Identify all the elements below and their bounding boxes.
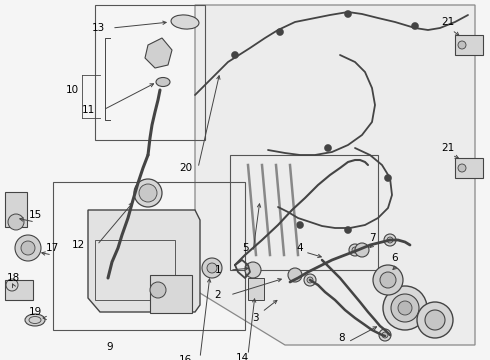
Circle shape bbox=[307, 277, 313, 283]
Text: 18: 18 bbox=[6, 273, 20, 283]
Ellipse shape bbox=[156, 77, 170, 86]
Ellipse shape bbox=[171, 15, 199, 29]
Text: 6: 6 bbox=[392, 253, 398, 263]
Text: 10: 10 bbox=[66, 85, 78, 95]
Text: 15: 15 bbox=[28, 210, 42, 220]
Circle shape bbox=[349, 244, 361, 256]
Polygon shape bbox=[145, 38, 172, 68]
Circle shape bbox=[384, 234, 396, 246]
Bar bbox=[455, 35, 483, 55]
Bar bbox=[230, 155, 378, 270]
Circle shape bbox=[379, 329, 391, 341]
Circle shape bbox=[385, 175, 392, 181]
Circle shape bbox=[324, 144, 332, 152]
Circle shape bbox=[412, 22, 418, 30]
Bar bbox=[455, 158, 483, 178]
Text: 13: 13 bbox=[91, 23, 105, 33]
Polygon shape bbox=[195, 5, 475, 345]
Text: 4: 4 bbox=[296, 243, 303, 253]
Circle shape bbox=[8, 214, 24, 230]
Circle shape bbox=[202, 258, 222, 278]
Text: 14: 14 bbox=[235, 353, 248, 360]
Bar bbox=[150, 275, 192, 313]
Circle shape bbox=[21, 241, 35, 255]
Circle shape bbox=[304, 274, 316, 286]
Circle shape bbox=[344, 10, 351, 18]
Circle shape bbox=[150, 282, 166, 298]
Text: 1: 1 bbox=[215, 265, 221, 275]
Circle shape bbox=[417, 302, 453, 338]
Bar bbox=[5, 280, 33, 300]
Circle shape bbox=[134, 179, 162, 207]
Text: 19: 19 bbox=[28, 307, 42, 317]
Circle shape bbox=[458, 164, 466, 172]
Circle shape bbox=[382, 332, 388, 338]
Text: 5: 5 bbox=[242, 243, 248, 253]
Circle shape bbox=[231, 51, 239, 58]
Circle shape bbox=[352, 247, 358, 253]
Text: 16: 16 bbox=[178, 355, 192, 360]
Text: 3: 3 bbox=[252, 313, 258, 323]
Circle shape bbox=[296, 221, 303, 229]
Circle shape bbox=[391, 294, 419, 322]
Circle shape bbox=[355, 243, 369, 257]
Circle shape bbox=[139, 184, 157, 202]
Circle shape bbox=[458, 41, 466, 49]
Circle shape bbox=[288, 268, 302, 282]
Circle shape bbox=[245, 262, 261, 278]
Text: 2: 2 bbox=[215, 290, 221, 300]
Circle shape bbox=[276, 28, 284, 36]
Bar bbox=[95, 5, 205, 140]
Bar bbox=[53, 182, 245, 330]
Text: 9: 9 bbox=[107, 342, 113, 352]
Text: 21: 21 bbox=[441, 17, 455, 27]
Bar bbox=[248, 278, 264, 300]
Circle shape bbox=[380, 272, 396, 288]
Text: 20: 20 bbox=[179, 163, 193, 173]
Text: 8: 8 bbox=[339, 333, 345, 343]
Circle shape bbox=[344, 226, 351, 234]
Text: 12: 12 bbox=[72, 240, 85, 250]
Circle shape bbox=[207, 263, 217, 273]
Text: 11: 11 bbox=[81, 105, 95, 115]
Ellipse shape bbox=[25, 314, 45, 326]
Text: 17: 17 bbox=[46, 243, 59, 253]
Circle shape bbox=[373, 265, 403, 295]
Circle shape bbox=[398, 301, 412, 315]
Bar bbox=[95, 240, 175, 300]
Polygon shape bbox=[88, 210, 200, 312]
Bar bbox=[5, 192, 27, 227]
Circle shape bbox=[387, 237, 393, 243]
Text: 7: 7 bbox=[368, 233, 375, 243]
Circle shape bbox=[383, 286, 427, 330]
Circle shape bbox=[15, 235, 41, 261]
Text: 21: 21 bbox=[441, 143, 455, 153]
Circle shape bbox=[425, 310, 445, 330]
